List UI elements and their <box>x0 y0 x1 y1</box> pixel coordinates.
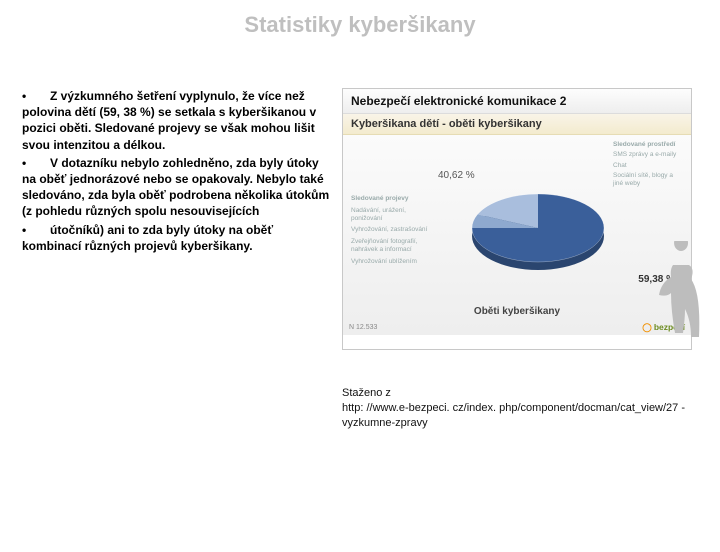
bullet-text: útočníků) ani to zda byly útoky na oběť … <box>22 223 273 253</box>
legend-right-title: Sledované prostředí <box>613 141 683 148</box>
legend-item: Chat <box>613 162 683 169</box>
bullet-item: •Z výzkumného šetření vyplynulo, že více… <box>22 88 332 153</box>
two-column-layout: •Z výzkumného šetření vyplynulo, že více… <box>0 88 720 431</box>
bullet-item: •útočníků) ani to zda byly útoky na oběť… <box>22 222 332 254</box>
legend-item: SMS zprávy a e-maily <box>613 151 683 158</box>
chart-panel-title: Nebezpečí elektronické komunikace 2 <box>343 89 691 114</box>
legend-item: Zveřejňování fotografií, nahrávek a info… <box>351 238 431 254</box>
chart-column: Nebezpečí elektronické komunikace 2 Kybe… <box>342 88 698 431</box>
page-title: Statistiky kyberšikany <box>0 12 720 38</box>
bullet-text: Z výzkumného šetření vyplynulo, že více … <box>22 89 316 152</box>
chart-area: Sledované projevy Nadávání, urážení, pon… <box>343 135 691 335</box>
legend-left-title: Sledované projevy <box>351 195 431 203</box>
legend-item: Vyhrožování ublížením <box>351 258 431 266</box>
chart-legend-left: Sledované projevy Nadávání, urážení, pon… <box>351 195 431 270</box>
legend-item: Sociální sítě, blogy a jiné weby <box>613 172 683 187</box>
chart-figure-id: N 12.533 <box>349 324 377 331</box>
chart-footer: N 12.533 bezpečí <box>349 322 685 333</box>
pie-chart-icon <box>463 180 613 278</box>
chart-legend-right: Sledované prostředí SMS zprávy a e-maily… <box>613 141 683 190</box>
person-silhouette-icon <box>651 241 705 341</box>
legend-item: Vyhrožování, zastrašování <box>351 226 431 234</box>
bullet-text: V dotazníku nebylo zohledněno, zda byly … <box>22 156 329 219</box>
source-url: http: //www.e-bezpeci. cz/index. php/com… <box>342 402 685 429</box>
bullet-column: •Z výzkumného šetření vyplynulo, že více… <box>22 88 332 431</box>
chart-axis-label: Oběti kyberšikany <box>343 306 691 317</box>
chart-panel-subtitle: Kyberšikana dětí - oběti kyberšikany <box>343 114 691 135</box>
legend-item: Nadávání, urážení, ponižování <box>351 207 431 223</box>
chart-panel: Nebezpečí elektronické komunikace 2 Kybe… <box>342 88 692 350</box>
bullet-item: •V dotazníku nebylo zohledněno, zda byly… <box>22 155 332 220</box>
source-block: Staženo z http: //www.e-bezpeci. cz/inde… <box>342 386 692 431</box>
bullet-list: •Z výzkumného šetření vyplynulo, že více… <box>22 88 332 254</box>
source-prefix: Staženo z <box>342 387 391 399</box>
